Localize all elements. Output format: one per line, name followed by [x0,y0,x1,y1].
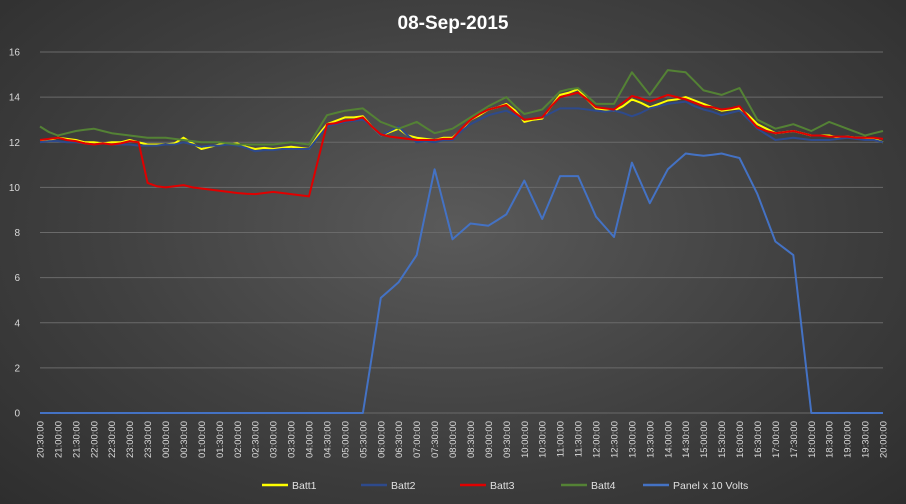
x-tick-label: 03:00:00 [269,421,280,458]
x-tick-label: 14:30:00 [681,421,692,458]
x-tick-label: 08:00:00 [448,421,459,458]
x-tick-label: 07:30:00 [430,421,441,458]
series-line-batt4 [39,69,884,146]
series-line-batt2 [39,100,884,153]
x-tick-label: 09:30:00 [502,421,513,458]
x-tick-label: 11:30:00 [574,421,585,457]
y-tick-label: 4 [14,318,20,329]
x-axis-ticks: 20:30:00 21:00:00 21:30:00 22:00:00 22:30:00… [36,421,890,458]
y-tick-label: 2 [14,363,20,374]
series-lines [39,69,884,414]
x-tick-label: 02:30:00 [251,421,262,458]
x-tick-label: 20:30:00 [36,421,47,458]
x-tick-label: 15:00:00 [699,421,710,458]
x-tick-label: 06:00:00 [376,421,387,458]
x-tick-label: 06:30:00 [394,421,405,458]
chart-title: 08-Sep-2015 [398,13,509,34]
x-tick-label: 00:30:00 [179,421,190,458]
legend-label: Panel x 10 Volts [673,480,748,492]
series-line-panel-x-10-volts [40,152,883,414]
y-tick-label: 16 [9,48,21,59]
legend-label: Batt1 [292,480,317,492]
x-tick-label: 23:00:00 [125,421,136,458]
x-tick-label: 08:30:00 [466,421,477,458]
x-tick-label: 19:00:00 [843,421,854,458]
x-tick-label: 04:30:00 [322,421,333,458]
x-tick-label: 01:30:00 [215,421,226,458]
x-tick-label: 10:30:00 [538,421,549,458]
x-tick-label: 05:30:00 [358,421,369,458]
x-tick-label: 02:00:00 [233,421,244,458]
x-tick-label: 16:00:00 [735,421,746,458]
x-tick-label: 04:00:00 [305,421,316,458]
x-tick-label: 20:00:00 [879,421,890,458]
x-tick-label: 10:00:00 [520,421,531,458]
y-axis-ticks: 0 2 4 6 8 10 12 14 16 [9,48,21,420]
x-tick-label: 11:00:00 [556,421,567,457]
x-tick-label: 22:00:00 [89,421,100,458]
x-tick-label: 21:00:00 [53,421,64,458]
y-tick-label: 0 [14,409,20,420]
x-tick-label: 23:30:00 [143,421,154,458]
x-tick-label: 18:00:00 [807,421,818,458]
legend: Batt1 Batt2 Batt3 Batt4 Panel x 10 Volts [262,480,748,492]
x-tick-label: 03:30:00 [287,421,298,458]
legend-label: Batt4 [591,480,616,492]
x-tick-label: 22:30:00 [107,421,118,458]
y-tick-label: 10 [9,183,21,194]
y-tick-label: 14 [9,93,21,104]
y-tick-label: 8 [14,228,20,239]
x-tick-label: 15:30:00 [717,421,728,458]
x-tick-label: 07:00:00 [412,421,423,458]
x-tick-label: 21:30:00 [71,421,82,458]
y-tick-label: 12 [9,138,21,149]
x-tick-label: 00:00:00 [161,421,172,458]
x-tick-label: 19:30:00 [861,421,872,458]
x-tick-label: 12:00:00 [592,421,603,458]
x-tick-label: 05:00:00 [340,421,351,458]
x-tick-label: 13:30:00 [645,421,656,458]
x-tick-label: 17:00:00 [771,421,782,458]
x-tick-label: 17:30:00 [789,421,800,458]
x-tick-label: 18:30:00 [825,421,836,458]
x-tick-label: 12:30:00 [609,421,620,458]
x-tick-label: 14:00:00 [663,421,674,458]
legend-label: Batt2 [391,480,416,492]
x-tick-label: 16:30:00 [753,421,764,458]
y-tick-label: 6 [14,273,20,284]
x-tick-label: 09:00:00 [484,421,495,458]
series-line-batt3 [39,91,884,198]
x-tick-label: 01:00:00 [197,421,208,458]
x-tick-label: 13:00:00 [627,421,638,458]
legend-label: Batt3 [490,480,515,492]
